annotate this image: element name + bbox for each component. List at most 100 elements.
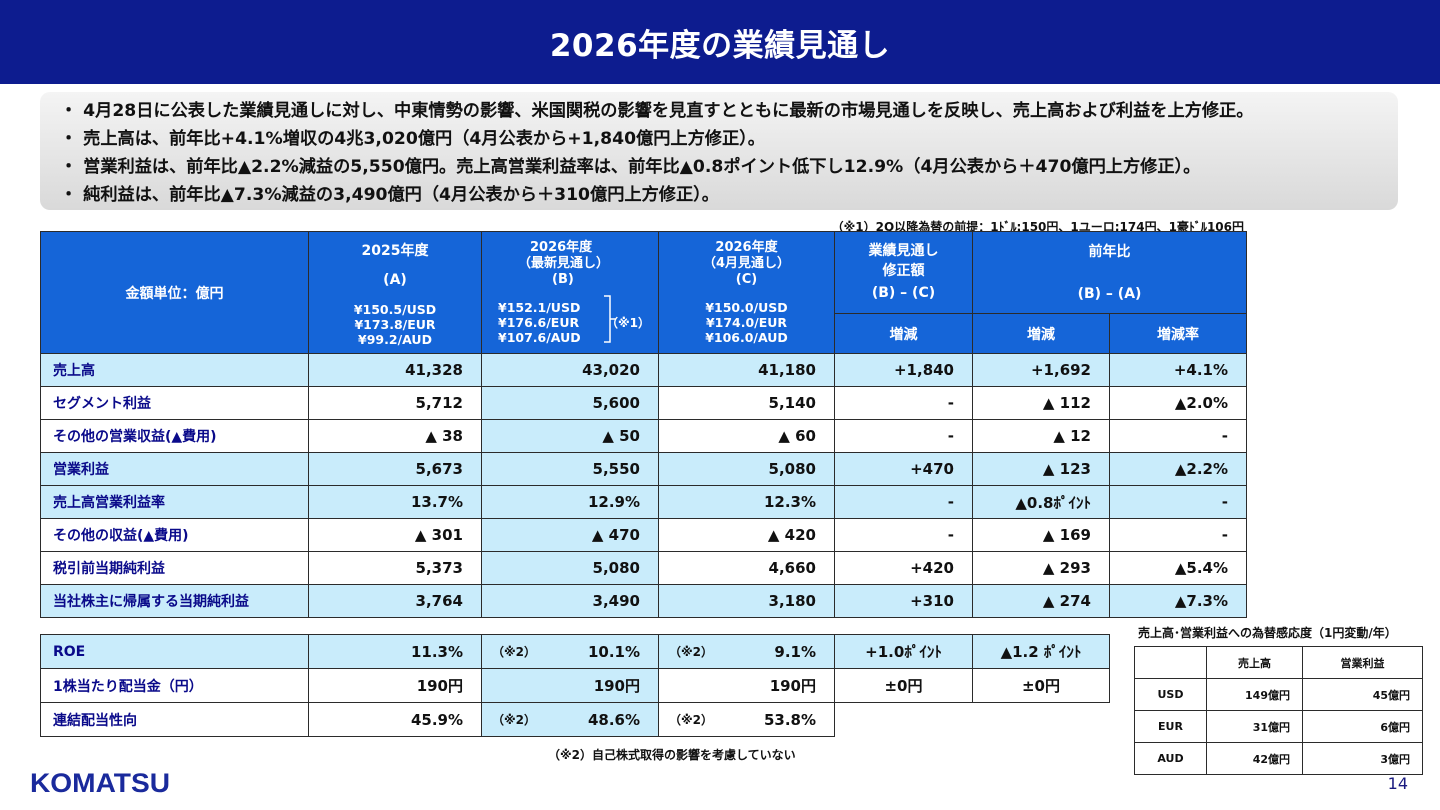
fx-sales: 149億円 [1206,678,1303,711]
value-yoy-rate: ▲2.2% [1108,452,1248,486]
fx-sales: 42億円 [1206,742,1303,775]
fx-row: AUD 42億円 3億円 [1134,742,1423,775]
yoy-header: 前年比 (B) – (A) [971,231,1248,314]
value-2026-latest: 5,550 [481,452,659,486]
value-2026-april: （※2） 53.8% [658,702,835,737]
row-label: セグメント利益 [40,386,309,420]
value-2026-latest: 43,020 [481,353,659,387]
value-2026-april: 5,140 [658,386,835,420]
value-2026-april: 41,180 [658,353,835,387]
row-label: 売上高営業利益率 [40,485,309,519]
value-yoy-rate: - [1108,485,1248,519]
value-revision: +1.0ﾎﾟｲﾝﾄ [834,634,973,669]
value-revision: ±0円 [834,668,973,703]
row-label: 税引前当期純利益 [40,551,309,585]
value-yoy-diff: ▲1.2 ﾎﾟｲﾝﾄ [972,634,1110,669]
col-c-header: 2026年度 （4月見通し） (C) ¥150.0/USD ¥174.0/EUR… [658,231,835,354]
col-a-header: 2025年度 (A) ¥150.5/USD ¥173.8/EUR ¥99.2/A… [308,231,482,354]
summary-line: ・ 営業利益は、前年比▲2.2%減益の5,550億円。売上高営業利益率は、前年比… [60,157,1201,177]
table-row: 税引前当期純利益 5,373 5,080 4,660 +420 ▲ 293 ▲5.4% [40,551,1248,585]
revision-sub-header: 増減 [834,313,973,354]
value-yoy-diff: +1,692 [972,353,1110,387]
value-revision: +1,840 [834,353,973,387]
table-row: ROE 11.3% （※2） 10.1% （※2） 9.1% +1.0ﾎﾟｲﾝﾄ ▲1.2 ﾎ… [40,634,1110,669]
value-2026-latest: 12.9% [481,485,659,519]
row-label: その他の営業収益(▲費用) [40,419,309,453]
value-yoy-diff: ▲ 169 [972,518,1110,552]
row-label: 当社株主に帰属する当期純利益 [40,584,309,618]
fx-sales: 31億円 [1206,710,1303,743]
value-yoy-diff: ±0円 [972,668,1110,703]
summary-line: ・ 純利益は、前年比▲7.3%減益の3,490億円（4月公表から＋310億円上方… [60,185,719,205]
revision-header: 業績見通し 修正額 (B) – (C) [834,231,973,314]
treasury-stock-note: （※2）自己株式取得の影響を考慮していない [548,748,796,762]
value-2025: 5,673 [308,452,482,486]
table-row: その他の営業収益(▲費用) ▲ 38 ▲ 50 ▲ 60- ▲ 12- [40,419,1248,453]
value-yoy-diff: ▲0.8ﾎﾟｲﾝﾄ [972,485,1110,519]
table-row: 営業利益 5,673 5,550 5,080 +470 ▲ 123 ▲2.2% [40,452,1248,486]
row-label: ROE [40,634,309,669]
row-label: その他の収益(▲費用) [40,518,309,552]
page-title: 2026年度の業績見通し [549,27,891,64]
fx-header-cell [1134,646,1207,679]
fx-currency: USD [1134,678,1207,711]
fx-header-cell: 売上高 [1206,646,1303,679]
value-revision: - [834,419,973,453]
fx-currency: EUR [1134,710,1207,743]
row-label: 売上高 [40,353,309,387]
value-text: 53.8% [763,710,816,729]
value-2026-latest: ▲ 50 [481,419,659,453]
value-yoy-diff: ▲ 123 [972,452,1110,486]
value-text: 10.1% [587,642,640,661]
value-revision: +470 [834,452,973,486]
value-yoy-rate: ▲2.0% [1108,386,1248,420]
fx-row: EUR 31億円 6億円 [1134,710,1423,743]
value-yoy-rate: ▲7.3% [1108,584,1248,618]
value-2025: ▲ 301 [308,518,482,552]
value-text: 190円 [769,677,816,695]
value-yoy-rate: ▲5.4% [1108,551,1248,585]
value-text: 9.1% [774,642,816,661]
value-2025: 5,712 [308,386,482,420]
value-2025: 11.3% [308,634,482,669]
row-label: 連結配当性向 [40,702,309,737]
value-2026-latest: 5,080 [481,551,659,585]
fx-op-profit: 6億円 [1302,710,1423,743]
fx-header-cell: 営業利益 [1302,646,1423,679]
fx-sensitivity-table: 売上高 営業利益 USD 149億円 45億円 EUR 31億円 6億円 AUD 42億円 3億円 [1134,646,1423,775]
summary-line: ・ 4月28日に公表した業績見通しに対し、中東情勢の影響、米国関税の影響を見直す… [60,101,1254,121]
value-2026-april: 12.3% [658,485,835,519]
fx-op-profit: 45億円 [1302,678,1423,711]
title-bar: 2026年度の業績見通し [0,0,1440,84]
value-2025: 41,328 [308,353,482,387]
value-2026-latest: 190円 [481,668,659,703]
note-tag: （※2） [669,644,714,659]
yoy-diff-header: 増減 [972,313,1110,354]
value-revision: - [834,386,973,420]
bracket-note: （※1） [605,316,650,330]
value-2025: 5,373 [308,551,482,585]
note-tag: （※2） [669,712,714,727]
fx-assumption-note: （※1）2Q以降為替の前提：1ﾄﾞﾙ:150円、1ユーロ:174円、1豪ﾄﾞﾙ1… [831,220,1244,234]
bracket-icon [604,295,616,343]
yoy-rate-header: 増減率 [1108,313,1248,354]
value-2025: ▲ 38 [308,419,482,453]
value-2026-april: 4,660 [658,551,835,585]
value-yoy-rate: - [1108,518,1248,552]
fx-row: USD 149億円 45億円 [1134,678,1423,711]
table-row: 売上高営業利益率 13.7% 12.9% 12.3% - ▲0.8ﾎﾟｲﾝﾄ - [40,485,1248,519]
unit-label-header: 金額単位：億円 [40,231,309,354]
note-tag: （※2） [492,644,537,659]
fx-header-row: 売上高 営業利益 [1134,646,1423,679]
value-yoy-diff: ▲ 293 [972,551,1110,585]
value-revision: +420 [834,551,973,585]
value-2026-latest: 3,490 [481,584,659,618]
table-row: 当社株主に帰属する当期純利益 3,764 3,490 3,180 +310 ▲ 274 ▲7… [40,584,1248,618]
value-revision: - [834,518,973,552]
value-revision: +310 [834,584,973,618]
value-2026-april: 5,080 [658,452,835,486]
table-row: 連結配当性向 45.9% （※2） 48.6% （※2） 53.8% [40,702,1110,737]
value-yoy-rate: +4.1% [1108,353,1248,387]
value-2026-latest: ▲ 470 [481,518,659,552]
row-label: 1株当たり配当金（円） [40,668,309,703]
